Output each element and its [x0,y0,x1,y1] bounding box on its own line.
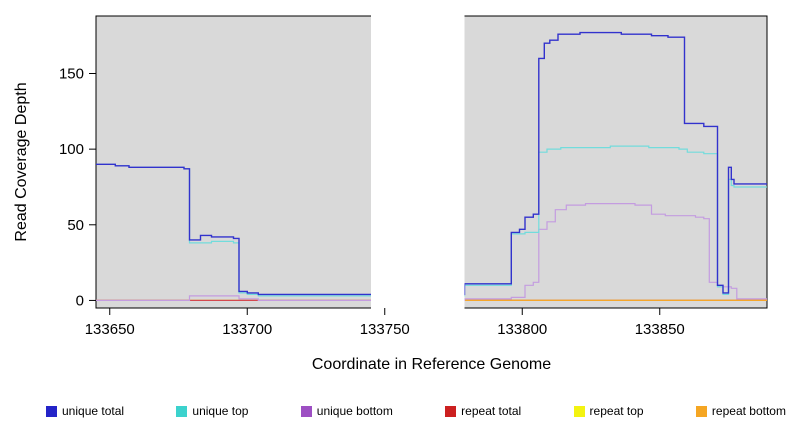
legend: unique total unique top unique bottom repea… [46,400,786,422]
legend-item: unique total [46,404,124,418]
legend-label: repeat total [461,404,522,418]
y-axis-label: Read Coverage Depth [13,82,30,242]
legend-label: unique top [192,404,249,418]
legend-swatch [695,405,707,417]
legend-label: unique total [62,404,125,418]
series-unique-total [96,31,767,296]
legend-label: repeat top [589,404,644,418]
legend-item: repeat top [573,404,644,418]
x-tick-label: 133700 [222,321,272,338]
legend-swatch [573,405,585,417]
legend-swatch [445,405,457,417]
x-tick-label: 133650 [85,321,135,338]
legend-label: unique bottom [316,404,393,418]
y-tick-label: 150 [59,65,84,82]
x-tick-label: 133800 [497,321,547,338]
legend-swatch [176,405,188,417]
legend-label: repeat bottom [711,404,786,418]
y-tick-label: 0 [76,292,84,309]
legend-item: repeat total [445,404,521,418]
y-tick-label: 100 [59,141,84,158]
masked-region [371,14,465,310]
legend-swatch [300,405,312,417]
y-tick-label: 50 [67,217,84,234]
chart-svg: 133650 133700 133750 133800 133850 0 50 100 150 [59,14,768,338]
legend-item: repeat bottom [695,404,786,418]
legend-item: unique top [176,404,248,418]
x-tick-label: 133750 [360,321,410,338]
legend-item: unique bottom [300,404,393,418]
x-tick-label: 133850 [635,321,685,338]
legend-swatch [46,405,57,417]
x-axis-label: Coordinate in Reference Genome [311,356,552,373]
